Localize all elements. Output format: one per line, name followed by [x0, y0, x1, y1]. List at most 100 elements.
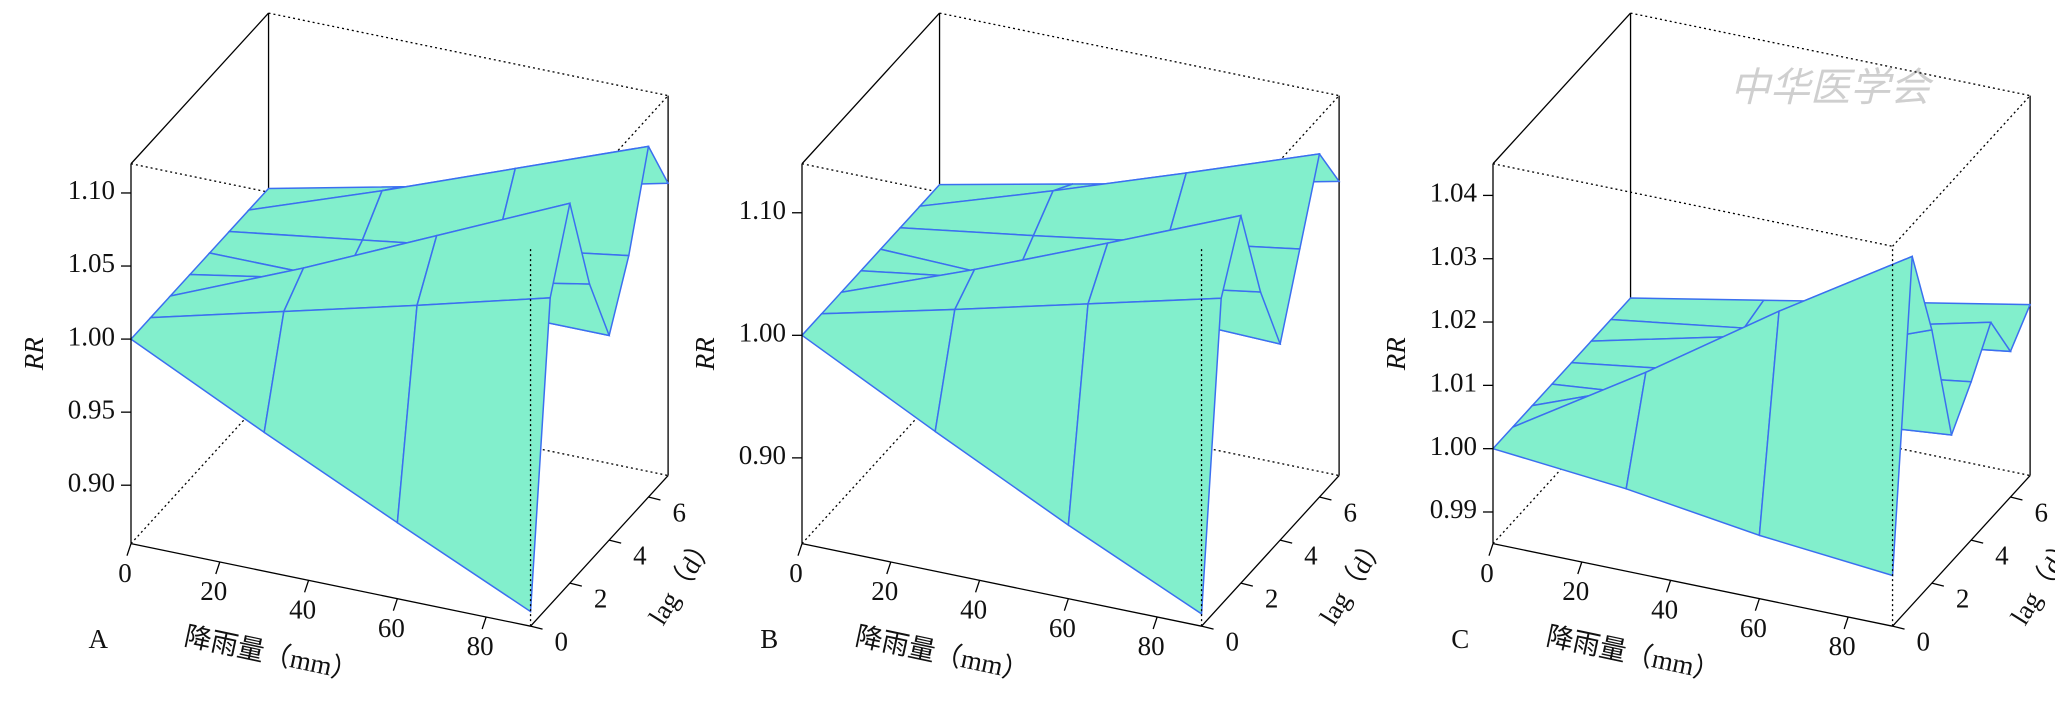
- z-tick-label: 0.95: [68, 394, 115, 424]
- lag-tick-label: 0: [1226, 626, 1240, 656]
- x-axis-title: 降雨量（mm）: [182, 621, 361, 687]
- z-tick-label: 1.03: [1430, 241, 1477, 271]
- z-axis-title: RR: [19, 337, 49, 371]
- lag-tick: [1892, 625, 1905, 630]
- box-edge: [939, 12, 1340, 97]
- z-tick-label: 0.90: [68, 467, 115, 497]
- z-tick-label: 0.99: [1430, 494, 1477, 524]
- x-tick-label: 80: [1138, 631, 1165, 661]
- surface-cell: [800, 308, 956, 433]
- lag-tick: [1319, 496, 1332, 501]
- x-tick-label: 0: [118, 558, 132, 588]
- z-tick-label: 1.05: [68, 248, 115, 278]
- surface-cell: [396, 297, 552, 613]
- lag-axis-title: lag（d）: [643, 529, 722, 630]
- z-axis-title: RR: [1381, 337, 1411, 371]
- lag-tick: [1240, 582, 1254, 587]
- lag-tick-label: 2: [594, 583, 608, 613]
- panel-label: C: [1451, 624, 1469, 654]
- surface-cell: [934, 303, 1089, 527]
- x-tick: [1063, 598, 1069, 611]
- x-tick-label: 40: [960, 595, 987, 625]
- lag-axis: [530, 475, 669, 627]
- surface-cell: [1758, 255, 1914, 577]
- panel-label: A: [89, 624, 109, 654]
- surface-cell: [1067, 297, 1223, 616]
- x-tick: [797, 543, 803, 556]
- lag-tick: [569, 582, 583, 587]
- x-tick: [1843, 616, 1849, 630]
- x-tick-label: 20: [1562, 576, 1589, 606]
- x-tick: [1488, 543, 1494, 556]
- lag-tick-label: 4: [1304, 540, 1318, 570]
- lag-axis: [1201, 475, 1340, 627]
- box-edge: [801, 392, 941, 545]
- z-axis-title: RR: [690, 337, 720, 371]
- box-edge: [801, 12, 941, 165]
- lag-tick: [1970, 539, 1984, 544]
- x-tick: [1665, 580, 1672, 593]
- box-edge: [1892, 95, 2031, 247]
- x-tick: [974, 580, 981, 593]
- lag-axis-title: lag（d）: [2005, 529, 2055, 630]
- lag-tick: [1279, 539, 1293, 544]
- lag-axis: [1892, 475, 2031, 627]
- lag-tick-label: 6: [672, 497, 686, 527]
- z-tick-label: 1.04: [1430, 178, 1478, 208]
- z-tick-label: 1.00: [739, 318, 786, 348]
- lag-tick-label: 6: [2034, 497, 2048, 527]
- box-edge: [130, 392, 270, 545]
- x-tick-label: 20: [871, 576, 898, 606]
- panel-label: B: [760, 624, 778, 654]
- x-axis: [130, 543, 531, 627]
- z-tick-label: 1.01: [1430, 368, 1477, 398]
- lag-tick: [530, 625, 543, 630]
- lag-tick-label: 0: [555, 626, 569, 656]
- lag-tick: [1201, 625, 1214, 630]
- lag-tick-label: 2: [1956, 583, 1970, 613]
- surface-cell: [263, 304, 418, 525]
- lag-tick-label: 4: [1995, 540, 2009, 570]
- x-tick: [1152, 616, 1158, 630]
- box-edge: [130, 12, 270, 165]
- lag-tick: [1931, 582, 1945, 587]
- x-tick: [126, 543, 132, 556]
- x-tick-label: 80: [1829, 631, 1856, 661]
- lag-tick-label: 2: [1265, 583, 1279, 613]
- x-tick-label: 0: [1480, 558, 1494, 588]
- x-tick: [886, 561, 892, 575]
- x-axis: [801, 543, 1202, 627]
- x-tick-label: 20: [200, 576, 227, 606]
- lag-tick: [608, 539, 622, 544]
- box-edge: [1492, 163, 1893, 247]
- lag-tick: [2010, 496, 2023, 501]
- z-tick-label: 1.00: [1430, 431, 1477, 461]
- x-tick-label: 60: [1049, 613, 1076, 643]
- x-tick: [481, 616, 487, 630]
- x-axis: [1492, 543, 1893, 627]
- x-tick-label: 40: [1651, 595, 1678, 625]
- x-axis-title: 降雨量（mm）: [853, 621, 1032, 687]
- x-tick: [303, 580, 310, 593]
- lag-tick-label: 0: [1917, 626, 1931, 656]
- x-tick-label: 60: [1740, 613, 1767, 643]
- box-edge: [268, 12, 669, 97]
- x-axis-title: 降雨量（mm）: [1544, 621, 1723, 687]
- x-tick-label: 80: [467, 631, 494, 661]
- z-tick-label: 1.10: [68, 175, 115, 205]
- x-tick-label: 40: [289, 595, 316, 625]
- x-tick: [215, 561, 221, 575]
- lag-axis-title: lag（d）: [1314, 529, 1393, 630]
- x-tick-label: 60: [378, 613, 405, 643]
- z-tick-label: 1.00: [68, 321, 115, 351]
- z-tick-label: 1.10: [739, 195, 786, 225]
- z-tick-label: 1.02: [1430, 304, 1477, 334]
- watermark: 中华医学会: [1730, 65, 1934, 110]
- lag-tick-label: 6: [1343, 497, 1357, 527]
- x-tick: [1577, 561, 1583, 575]
- z-tick-label: 0.90: [739, 440, 786, 470]
- x-tick-label: 0: [789, 558, 803, 588]
